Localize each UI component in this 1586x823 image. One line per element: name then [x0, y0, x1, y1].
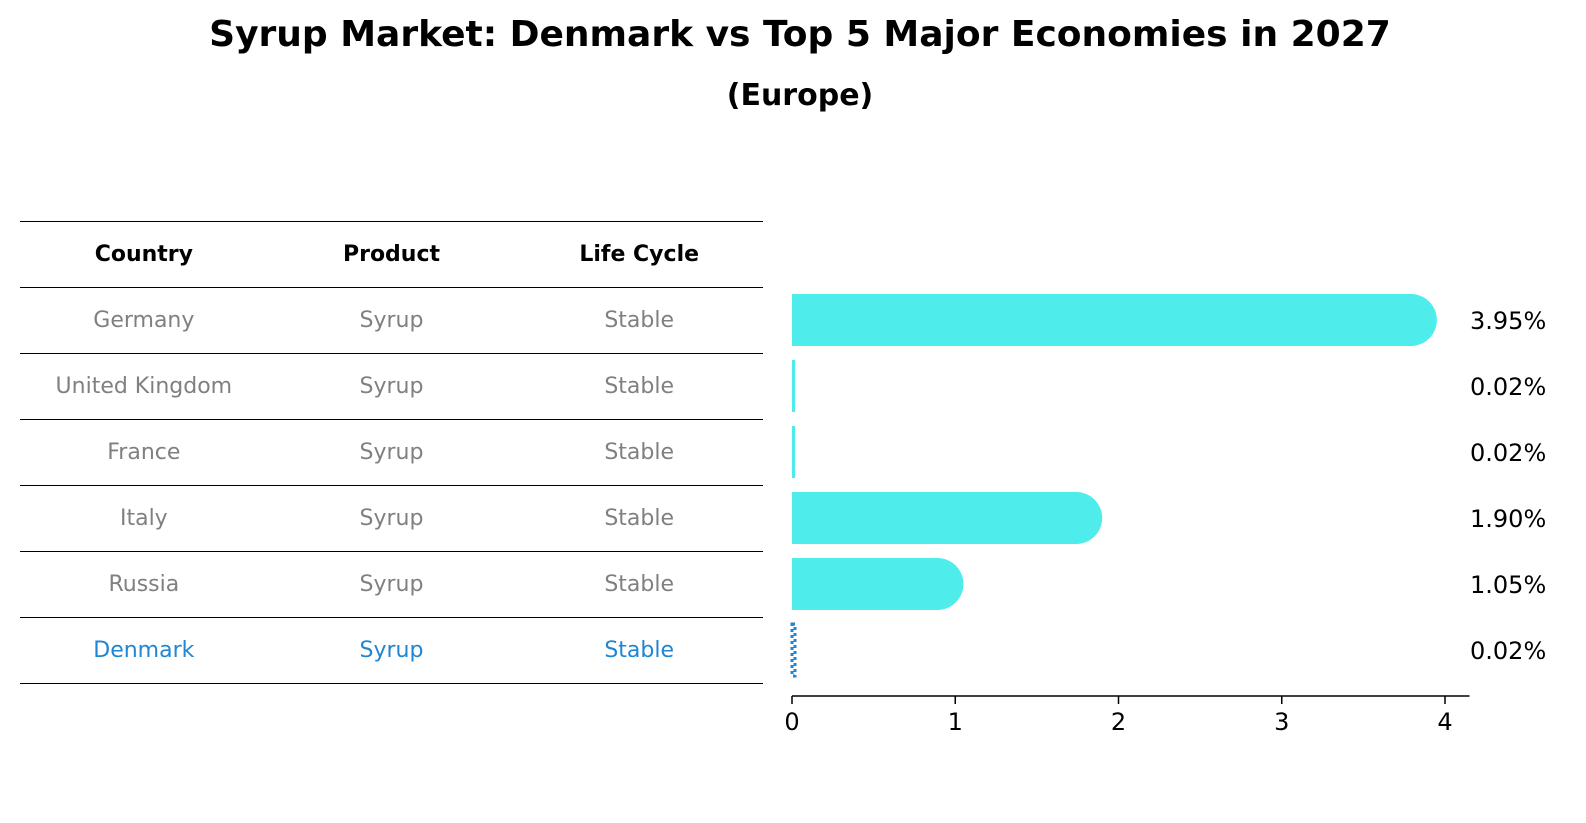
table-row-highlighted: Denmark Syrup Stable — [20, 618, 763, 684]
table-row: United Kingdom Syrup Stable — [20, 354, 763, 420]
life-cycle-cell: Stable — [604, 308, 675, 333]
table-row: Germany Syrup Stable — [20, 288, 763, 354]
country-cell: Italy — [119, 506, 168, 531]
country-cell: Germany — [93, 308, 195, 333]
bar — [792, 360, 795, 412]
x-tick-label: 4 — [1437, 708, 1452, 736]
life-cycle-cell: Stable — [604, 374, 675, 399]
product-cell: Syrup — [359, 638, 424, 663]
table-row: Russia Syrup Stable — [20, 552, 763, 618]
life-cycle-cell: Stable — [604, 572, 675, 597]
table-header-row: Country Product Life Cycle — [20, 222, 763, 288]
header-country: Country — [94, 242, 193, 267]
value-labels-group: 3.95% 0.02% 0.02% 1.90% 1.05% 0.02% — [1470, 307, 1546, 665]
value-label: 3.95% — [1470, 307, 1546, 335]
bars-group — [790, 294, 1437, 678]
life-cycle-cell: Stable — [604, 440, 675, 465]
country-cell: Russia — [108, 572, 180, 597]
header-life-cycle: Life Cycle — [579, 242, 700, 267]
x-tick-label: 0 — [784, 708, 799, 736]
life-cycle-cell: Stable — [604, 506, 675, 531]
value-label: 0.02% — [1470, 637, 1546, 665]
country-cell: Denmark — [93, 638, 195, 663]
x-tick-label: 1 — [948, 708, 963, 736]
header-product: Product — [342, 242, 441, 267]
product-cell: Syrup — [359, 374, 424, 399]
product-cell: Syrup — [359, 506, 424, 531]
table-row: France Syrup Stable — [20, 420, 763, 486]
product-cell: Syrup — [359, 572, 424, 597]
bar — [792, 492, 1103, 544]
bar — [792, 294, 1437, 346]
country-cell: France — [107, 440, 181, 465]
value-label: 0.02% — [1470, 373, 1546, 401]
product-cell: Syrup — [359, 308, 424, 333]
chart-title: Syrup Market: Denmark vs Top 5 Major Eco… — [209, 14, 1391, 55]
value-label: 1.05% — [1470, 571, 1546, 599]
x-tick-label: 2 — [1111, 708, 1126, 736]
bar — [792, 426, 795, 478]
bar — [792, 558, 964, 610]
value-label: 1.90% — [1470, 505, 1546, 533]
x-axis: 0 1 2 3 4 — [784, 695, 1470, 736]
country-cell: United Kingdom — [55, 374, 233, 399]
product-cell: Syrup — [359, 440, 424, 465]
life-cycle-cell: Stable — [604, 638, 675, 663]
value-label: 0.02% — [1470, 439, 1546, 467]
chart-subtitle: (Europe) — [726, 78, 874, 113]
country-table: Country Product Life Cycle Germany Syrup… — [20, 221, 763, 684]
bar-highlighted — [790, 622, 797, 678]
x-tick-label: 3 — [1274, 708, 1289, 736]
table-row: Italy Syrup Stable — [20, 486, 763, 552]
